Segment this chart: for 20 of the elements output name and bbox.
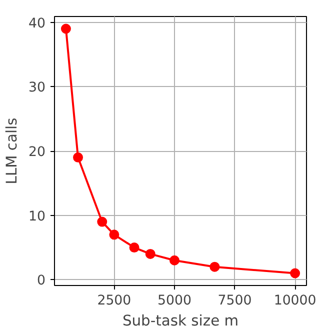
y-tick-label: 20 [28,145,46,160]
x-tick-label: 5000 [158,294,192,308]
point [73,152,84,162]
point [60,24,71,34]
x-tick-label: 10000 [274,294,316,308]
point [210,262,220,272]
point [145,248,156,259]
x-axis-title: Sub-task size m [122,312,239,330]
point [169,255,180,266]
y-tick-label: 40 [28,16,46,32]
y-tick-label: 10 [28,209,46,224]
x-tick-label: 2500 [97,294,132,308]
y-tick-label: 30 [28,80,46,96]
y-tick-label: 0 [37,274,46,289]
y-axis-title: LLM calls [4,118,21,184]
point [109,230,120,240]
x-tick-label: 7500 [218,294,252,308]
point [97,216,108,227]
point [290,268,300,278]
point [129,242,140,253]
